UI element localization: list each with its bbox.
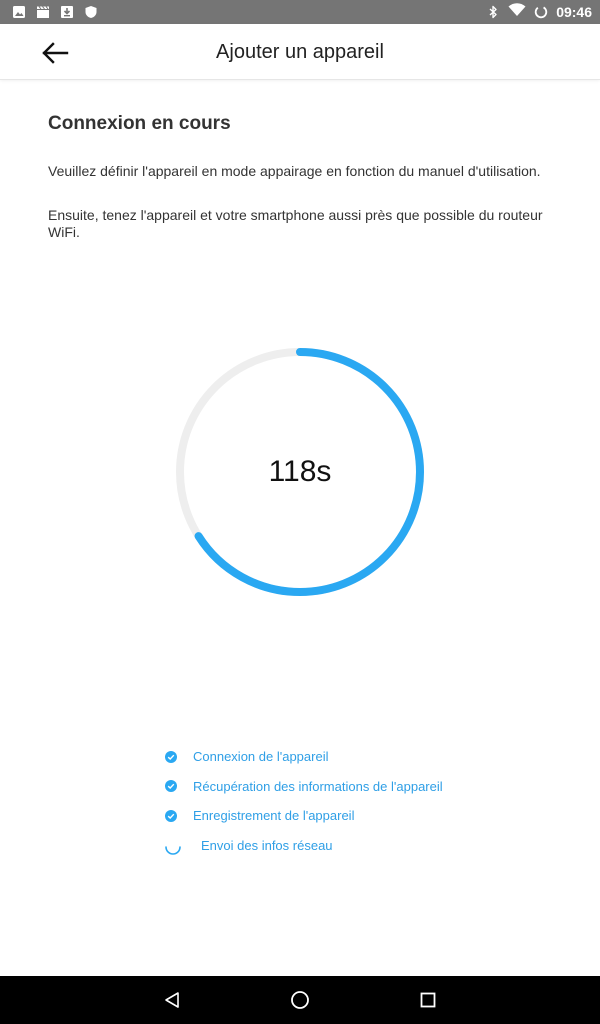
check-circle-icon	[164, 809, 178, 823]
step-label: Envoi des infos réseau	[201, 837, 333, 853]
notification-icons	[12, 4, 98, 20]
back-button[interactable]	[38, 38, 72, 68]
bluetooth-icon	[486, 5, 500, 19]
step-item: Connexion de l'appareil	[164, 742, 584, 772]
wifi-icon	[508, 2, 526, 22]
shield-icon	[84, 5, 98, 19]
nav-home-button[interactable]	[288, 988, 312, 1012]
countdown-progress-ring: 118s	[172, 344, 428, 600]
system-nav-bar	[0, 976, 600, 1024]
instruction-pairing-mode: Veuillez définir l'appareil en mode appa…	[48, 163, 541, 179]
app-bar: Ajouter un appareil	[0, 24, 600, 80]
step-label: Récupération des informations de l'appar…	[193, 778, 443, 794]
step-item: Enregistrement de l'appareil	[164, 801, 584, 831]
system-icons: 09:46	[486, 2, 592, 22]
check-circle-icon	[164, 779, 178, 793]
battery-icon	[534, 5, 548, 19]
nav-back-icon	[165, 992, 179, 1008]
section-title: Connexion en cours	[48, 113, 231, 134]
nav-recents-button[interactable]	[416, 988, 440, 1012]
nav-home-icon	[291, 991, 309, 1009]
check-circle-icon	[164, 750, 178, 764]
nav-back-button[interactable]	[160, 988, 184, 1012]
connection-steps-list: Connexion de l'appareil Récupération des…	[164, 742, 584, 860]
step-label: Connexion de l'appareil	[193, 749, 329, 765]
step-label: Enregistrement de l'appareil	[193, 808, 355, 824]
image-icon	[12, 5, 26, 19]
status-bar: 09:46	[0, 0, 600, 24]
page-title: Ajouter un appareil	[216, 41, 384, 63]
countdown-timer: 118s	[268, 455, 332, 488]
loading-spinner-icon	[164, 838, 182, 856]
arrow-left-icon	[42, 42, 69, 64]
step-item: Envoi des infos réseau	[164, 831, 584, 861]
download-icon	[60, 5, 74, 19]
clapperboard-icon	[36, 5, 50, 19]
step-item: Récupération des informations de l'appar…	[164, 772, 584, 802]
instruction-proximity: Ensuite, tenez l'appareil et votre smart…	[48, 207, 543, 240]
nav-recents-icon	[420, 992, 436, 1008]
progress-ring-arc	[176, 348, 424, 596]
status-time: 09:46	[556, 4, 592, 20]
